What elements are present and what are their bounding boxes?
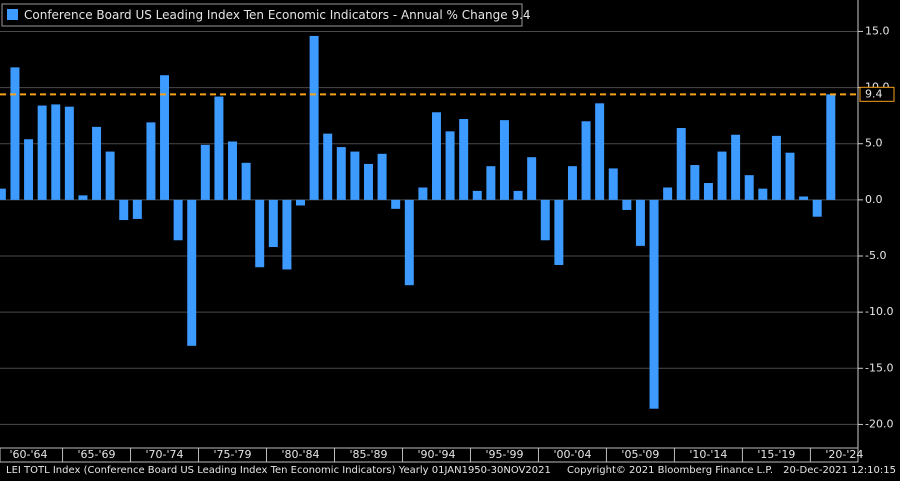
- bar: [119, 199, 129, 221]
- bar: [200, 144, 210, 200]
- bar: [771, 135, 781, 200]
- legend-name: Conference Board US Leading Index Ten Ec…: [24, 8, 508, 22]
- x-tick-label: '85-'89: [349, 448, 387, 461]
- x-tick-label: '00-'04: [553, 448, 591, 461]
- bar: [731, 134, 741, 200]
- bar: [64, 106, 74, 200]
- bar: [744, 175, 754, 200]
- bar: [78, 195, 88, 200]
- x-tick-label: '60-'64: [10, 448, 48, 461]
- y-tick-label: -20.0: [865, 417, 893, 430]
- bar: [649, 199, 659, 409]
- y-tick-label: -15.0: [865, 361, 893, 374]
- bar: [581, 121, 591, 200]
- bar: [187, 199, 197, 346]
- bar: [146, 122, 156, 200]
- footer-copyright: Copyright© 2021 Bloomberg Finance L.P.: [567, 465, 773, 476]
- last-value-tag: [859, 86, 895, 102]
- bar: [595, 103, 605, 200]
- footer-timestamp: 20-Dec-2021 12:10:15: [783, 465, 896, 476]
- bar: [540, 199, 550, 241]
- bar: [173, 199, 183, 241]
- bar: [622, 199, 632, 210]
- bar: [10, 67, 20, 200]
- bar: [350, 151, 360, 200]
- x-tick-label: '75-'79: [214, 448, 252, 461]
- bar: [24, 139, 34, 200]
- footer-source: LEI TOTL Index (Conference Board US Lead…: [6, 465, 551, 476]
- bar: [431, 112, 441, 200]
- bar: [703, 183, 713, 200]
- x-tick-label: '80-'84: [281, 448, 319, 461]
- x-tick-label: '90-'94: [417, 448, 455, 461]
- bar: [268, 199, 278, 248]
- y-tick-label: 5.0: [865, 137, 883, 150]
- bar: [132, 199, 142, 219]
- bar: [160, 75, 170, 200]
- bar: [676, 128, 686, 200]
- bar: [499, 120, 509, 200]
- bar: [799, 196, 809, 200]
- bar: [364, 163, 373, 200]
- bar: [445, 131, 455, 200]
- x-tick-label: '05-'09: [621, 448, 659, 461]
- bar: [690, 165, 700, 200]
- bar: [486, 166, 496, 200]
- bar: [214, 96, 224, 200]
- bar: [527, 157, 537, 200]
- y-tick-label: 15.0: [865, 24, 890, 37]
- bar: [377, 153, 387, 200]
- bar: [418, 187, 428, 200]
- x-tick-label: '95-'99: [485, 448, 523, 461]
- bar: [336, 147, 346, 200]
- bar: [812, 199, 822, 217]
- bar: [105, 151, 115, 200]
- bar: [228, 141, 238, 200]
- y-tick-label: -10.0: [865, 305, 893, 318]
- legend-background: [1, 3, 523, 27]
- bar: [554, 199, 564, 265]
- bar: [391, 199, 401, 209]
- bar: [241, 162, 251, 200]
- bar: [567, 166, 577, 200]
- x-tick-label: '10-'14: [689, 448, 727, 461]
- bar: [472, 190, 482, 200]
- bar: [51, 104, 61, 200]
- x-tick-label: '15-'19: [757, 448, 795, 461]
- x-tick-label: '65-'69: [78, 448, 116, 461]
- x-axis-band: [0, 447, 859, 463]
- bar: [635, 199, 645, 246]
- bar: [459, 119, 469, 200]
- bar: [323, 133, 333, 200]
- bar: [255, 199, 265, 268]
- bar: [717, 151, 727, 200]
- bar: [296, 199, 305, 206]
- bar: [309, 35, 319, 200]
- bar: [608, 168, 618, 200]
- x-tick-label: '70-'74: [146, 448, 184, 461]
- bar: [663, 187, 673, 200]
- legend-label: Conference Board US Leading Index Ten Ec…: [24, 8, 531, 22]
- legend-swatch: [7, 9, 18, 20]
- legend-last-value: 9.4: [511, 8, 530, 22]
- bar: [404, 199, 414, 286]
- bar: [92, 126, 102, 200]
- last-value-tag-label: 9.4: [865, 87, 883, 100]
- bar: [282, 199, 292, 270]
- y-tick-label: -5.0: [865, 249, 886, 262]
- y-tick-label: 0.0: [865, 193, 883, 206]
- x-tick-label: '20-'24: [825, 448, 863, 461]
- bar: [785, 152, 795, 200]
- bar: [758, 188, 768, 200]
- bar: [0, 188, 6, 200]
- bar: [37, 105, 47, 200]
- bar: [826, 94, 836, 200]
- bar: [513, 190, 523, 200]
